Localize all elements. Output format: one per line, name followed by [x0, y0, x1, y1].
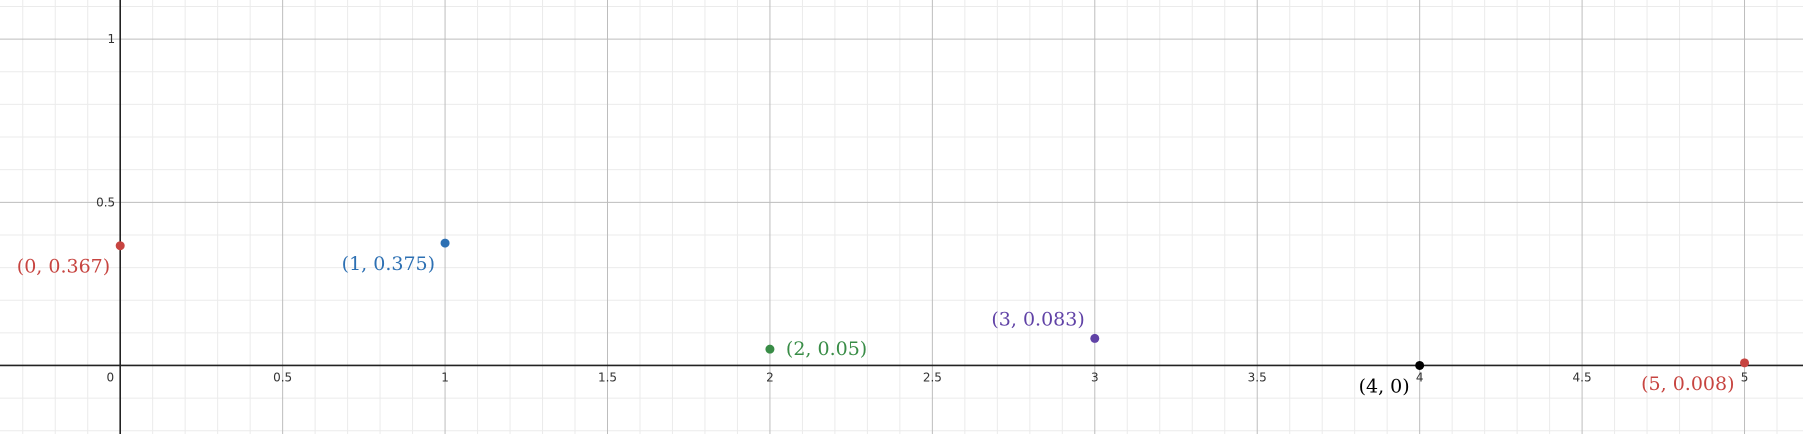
tick-labels: 0.5 1 1.5 2 2.5 3 3.5 4 4.5 5 0.5 1 0: [96, 32, 1748, 384]
data-point: [1740, 358, 1750, 368]
x-tick-label: 3.5: [1248, 370, 1267, 384]
x-tick-label: 4.5: [1573, 370, 1592, 384]
origin-tick-label: 0: [107, 370, 115, 384]
point-label: (2, 0.05): [786, 338, 867, 360]
x-tick-label: 4: [1416, 370, 1424, 384]
data-point: [1090, 333, 1100, 343]
x-tick-label: 5: [1741, 370, 1749, 384]
x-tick-label: 1.5: [598, 370, 617, 384]
data-points: (0, 0.367) (1, 0.375) (2, 0.05) (3, 0.083) (…: [17, 238, 1750, 397]
point-label: (5, 0.008): [1641, 373, 1734, 395]
x-tick-label: 3: [1091, 370, 1099, 384]
point-label: (1, 0.375): [342, 253, 435, 275]
x-tick-label: 1: [441, 370, 449, 384]
y-tick-label: 1: [108, 32, 116, 46]
data-point: [115, 241, 125, 251]
point-label: (4, 0): [1359, 375, 1410, 397]
point-label: (0, 0.367): [17, 256, 110, 278]
point-label: (3, 0.083): [991, 308, 1084, 330]
x-tick-label: 2.5: [923, 370, 942, 384]
x-tick-label: 0.5: [273, 370, 292, 384]
data-point: [765, 344, 775, 354]
data-point: [440, 238, 450, 248]
y-tick-label: 0.5: [96, 195, 115, 209]
data-point: [1415, 360, 1425, 370]
x-tick-label: 2: [766, 370, 774, 384]
